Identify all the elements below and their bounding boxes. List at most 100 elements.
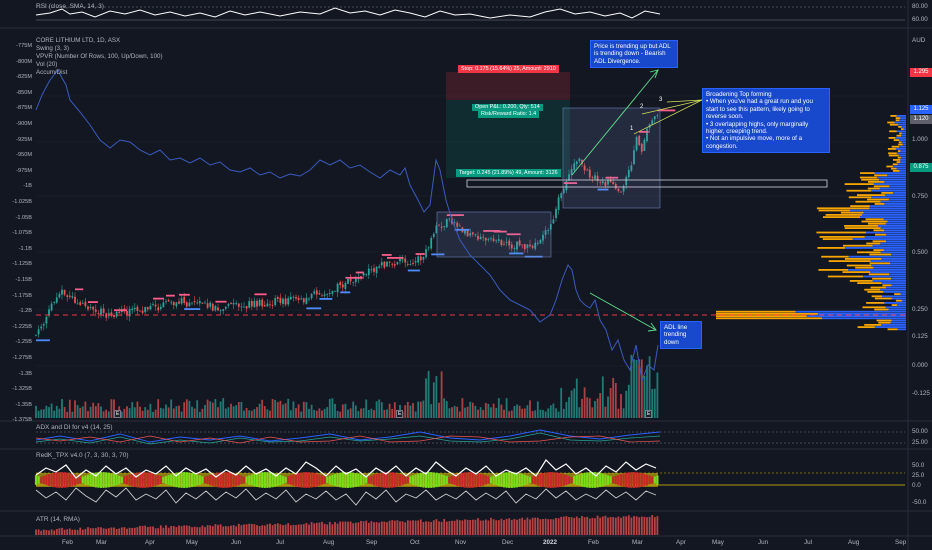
atr-bar bbox=[510, 519, 513, 535]
volume-bar bbox=[438, 402, 440, 418]
open-pnl-label[interactable]: Open P&L: 0.200, Qty: 514 bbox=[472, 104, 543, 111]
candle-body bbox=[448, 218, 451, 220]
currency-label[interactable]: AUD bbox=[912, 37, 926, 44]
redk-bar bbox=[448, 476, 451, 484]
adx-line bbox=[35, 429, 661, 443]
divergence-note[interactable]: Price is trending up but ADL is trending… bbox=[590, 40, 678, 69]
vpvr-indicator-legend[interactable]: VPVR (Number Of Rows, 100, Up/Down, 100) bbox=[36, 53, 163, 60]
candle-body bbox=[232, 302, 235, 305]
risk-reward-label[interactable]: Risk/Reward Ratio: 1.4 bbox=[478, 111, 540, 118]
adx-axis-25: 25.00 bbox=[912, 439, 928, 446]
atr-bar bbox=[97, 527, 100, 535]
candle-body bbox=[321, 295, 323, 297]
adl-trend-note[interactable]: ADL line trending down bbox=[660, 321, 702, 350]
atr-bar bbox=[323, 523, 326, 535]
candle-body bbox=[289, 296, 292, 300]
redk-bar bbox=[115, 474, 118, 486]
rsi-title[interactable]: RSI (close, SMA, 14, 3) bbox=[36, 3, 104, 10]
candle-body bbox=[224, 306, 227, 309]
candle-body bbox=[375, 266, 378, 274]
redk-bar bbox=[144, 472, 147, 488]
candle-body bbox=[409, 264, 412, 266]
volume-bar bbox=[321, 410, 323, 418]
target-price-tag: 0.875 bbox=[910, 163, 932, 172]
symbol-title[interactable]: CORE LITHIUM LTD, 1D, ASX bbox=[36, 37, 121, 44]
stop-label[interactable]: Stop: 0.175 (15.64%) 25, Amount: 2910 bbox=[458, 65, 559, 73]
volume-bar bbox=[562, 408, 565, 418]
broadening-top-note[interactable]: Broadening Top forming • When you've had… bbox=[702, 88, 830, 154]
redk-bar bbox=[157, 475, 160, 485]
candle-body bbox=[284, 298, 287, 305]
redk-bar bbox=[154, 474, 157, 486]
time-axis-label: Aug bbox=[848, 539, 860, 546]
atr-bar bbox=[245, 524, 248, 535]
target-label[interactable]: Target: 0.245 (21.89%) 49, Amount: 3126 bbox=[456, 169, 561, 177]
volume-bar bbox=[123, 408, 126, 418]
redk-bar bbox=[562, 474, 565, 486]
candle-body bbox=[601, 181, 604, 184]
candle-body bbox=[560, 193, 563, 199]
candle-body bbox=[417, 256, 420, 263]
volume-bar bbox=[516, 404, 518, 418]
left-axis-label: -925M bbox=[16, 136, 32, 143]
volume-bar bbox=[357, 411, 360, 418]
swing-indicator-legend[interactable]: Swing (3, 3) bbox=[36, 45, 70, 52]
price-trend-arrow bbox=[571, 69, 659, 176]
atr-bar bbox=[594, 518, 596, 535]
vp-down-bar bbox=[886, 165, 893, 168]
volume-bar bbox=[248, 410, 251, 418]
candle-body bbox=[453, 222, 456, 224]
vp-down-bar bbox=[873, 229, 885, 232]
redk-bar bbox=[281, 475, 285, 485]
vp-down-bar bbox=[898, 126, 902, 128]
volume-indicator-legend[interactable]: Vol (20) bbox=[36, 61, 58, 68]
atr-bar bbox=[258, 525, 261, 535]
adx-title[interactable]: ADX and DI for v4 (14, 25) bbox=[36, 424, 113, 431]
earnings-marker[interactable]: E bbox=[396, 410, 404, 418]
candle-body bbox=[581, 159, 583, 165]
volume-bar bbox=[217, 407, 219, 418]
time-axis-label: Feb bbox=[62, 539, 73, 546]
vp-down-bar bbox=[861, 178, 879, 181]
candle-body bbox=[326, 293, 329, 295]
atr-bar bbox=[198, 527, 201, 535]
candle-body bbox=[315, 290, 318, 295]
redk-bar bbox=[609, 476, 612, 484]
redk-bar bbox=[526, 475, 529, 485]
vp-up-bar bbox=[901, 134, 906, 137]
redk-title[interactable]: RedK_TPX v4.0 (7, 3, 30, 3, 70) bbox=[36, 452, 129, 459]
earnings-marker[interactable]: E bbox=[645, 410, 653, 418]
redk-bar bbox=[271, 472, 274, 488]
candle-body bbox=[37, 329, 40, 335]
vp-down-bar bbox=[821, 255, 849, 258]
candle-body bbox=[191, 302, 193, 304]
atr-bar bbox=[414, 520, 417, 535]
redk-bar bbox=[440, 474, 443, 486]
volume-bar bbox=[289, 410, 292, 418]
redk-bar bbox=[567, 475, 571, 485]
atr-title[interactable]: ATR (14, RMA) bbox=[36, 516, 80, 523]
redk-bar bbox=[201, 476, 204, 484]
atr-bar bbox=[178, 525, 180, 535]
redk-bar bbox=[453, 474, 456, 486]
redk-bar bbox=[645, 474, 649, 486]
candle-body bbox=[248, 301, 251, 308]
atr-bar bbox=[432, 520, 435, 535]
redk-bar bbox=[450, 475, 454, 485]
accum-dist-legend[interactable]: Accum/Dist bbox=[36, 69, 68, 76]
volume-bar bbox=[336, 411, 339, 418]
atr-bar bbox=[487, 520, 490, 535]
candle-body bbox=[466, 229, 469, 237]
vp-down-bar bbox=[716, 317, 823, 320]
vp-up-bar bbox=[899, 170, 906, 172]
volume-bar bbox=[445, 401, 448, 418]
earnings-marker[interactable]: E bbox=[114, 410, 122, 418]
atr-bar bbox=[516, 519, 518, 535]
redk-axis-50: 50.0 bbox=[912, 462, 925, 469]
redk-bar bbox=[515, 472, 519, 488]
candle-body bbox=[399, 258, 401, 262]
candle-body bbox=[274, 298, 277, 306]
volume-bar bbox=[430, 404, 433, 418]
atr-bar bbox=[362, 521, 365, 535]
